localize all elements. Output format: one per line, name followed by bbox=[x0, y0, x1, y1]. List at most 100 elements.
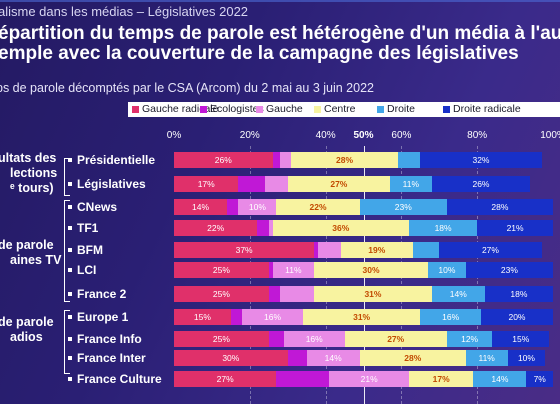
category-label: France 2 bbox=[77, 287, 127, 301]
bar-row: 25% 16% 27% 12% 15% bbox=[174, 331, 553, 347]
legend-item: Droite bbox=[377, 102, 415, 116]
bar-segment: 25% bbox=[174, 286, 269, 302]
legend-item: Ecologistes bbox=[200, 102, 264, 116]
bar-segment: 21% bbox=[329, 371, 409, 387]
category-dot bbox=[68, 182, 72, 186]
bar-segment bbox=[287, 350, 307, 366]
bar-row: 37% 19% 27% bbox=[174, 242, 553, 258]
x-tick-label: 50% bbox=[353, 130, 374, 141]
bar-segment bbox=[412, 242, 440, 258]
bar-segment bbox=[264, 176, 288, 192]
group-label-line: ᵉ tours) bbox=[10, 181, 54, 195]
bar-segment: 22% bbox=[276, 199, 360, 215]
group-label-line: de parole bbox=[0, 238, 54, 252]
x-tick-label: 80% bbox=[467, 130, 488, 141]
legend-label: Gauche radicale bbox=[142, 103, 219, 115]
bar-segment bbox=[268, 331, 284, 347]
bar-segment: 27% bbox=[174, 371, 277, 387]
bar-segment bbox=[268, 262, 273, 278]
bar-segment bbox=[280, 286, 315, 302]
group-label-line: lections bbox=[10, 166, 58, 180]
category-label: Législatives bbox=[77, 177, 146, 191]
category-label: France Culture bbox=[77, 372, 162, 386]
bar-segment: 14% bbox=[174, 199, 228, 215]
category-label: TF1 bbox=[77, 221, 99, 235]
x-tick-label: 60% bbox=[391, 130, 412, 141]
bar-segment bbox=[230, 309, 243, 325]
bar-segment: 28% bbox=[446, 199, 553, 215]
bar-segment: 12% bbox=[446, 331, 493, 347]
bar-segment: 10% bbox=[427, 262, 466, 278]
group-bracket bbox=[64, 200, 70, 302]
bar-row: 26% 28% 32% bbox=[174, 152, 553, 168]
bar-segment: 25% bbox=[174, 262, 269, 278]
bar-segment: 37% bbox=[174, 242, 315, 258]
category-dot bbox=[68, 158, 72, 162]
legend-item: Droite radicale bbox=[443, 102, 521, 116]
bar-segment: 26% bbox=[431, 176, 531, 192]
bar-segment: 17% bbox=[174, 176, 239, 192]
title-line-2: emple avec la couverture de la campagne … bbox=[0, 43, 519, 64]
legend-label: Gauche bbox=[266, 103, 303, 115]
bar-segment: 15% bbox=[174, 309, 231, 325]
category-dot bbox=[68, 356, 72, 360]
category-dot bbox=[68, 292, 72, 296]
legend-label: Droite bbox=[387, 103, 416, 115]
bar-segment bbox=[272, 152, 281, 168]
bar-segment: 30% bbox=[174, 350, 288, 366]
bar-segment: 19% bbox=[340, 242, 413, 258]
chart-subtitle: ps de parole décomptés par le CSA (Arcom… bbox=[0, 81, 374, 95]
legend-item: Centre bbox=[314, 102, 356, 116]
bar-segment: 11% bbox=[465, 350, 508, 366]
title-line-1: épartition du temps de parole est hétéro… bbox=[0, 23, 560, 44]
bar-segment bbox=[318, 242, 341, 258]
category-dot bbox=[68, 248, 72, 252]
bar-segment bbox=[268, 286, 281, 302]
bar-segment bbox=[276, 371, 330, 387]
bar-segment: 14% bbox=[431, 286, 485, 302]
slide-top-subtitle: alisme dans les médias – Législatives 20… bbox=[0, 4, 249, 19]
legend-item: Gauche radicale bbox=[132, 102, 218, 116]
bar-segment: 14% bbox=[306, 350, 360, 366]
bar-segment: 7% bbox=[526, 371, 553, 387]
bar-row: 25% 11% 30% 10% 23% bbox=[174, 262, 553, 278]
category-dot bbox=[68, 377, 72, 381]
bar-segment: 11% bbox=[390, 176, 432, 192]
group-label-line: aines TV bbox=[10, 253, 62, 267]
bar-segment: 27% bbox=[344, 331, 447, 347]
group-bracket bbox=[64, 310, 70, 374]
bar-segment: 15% bbox=[492, 331, 550, 347]
category-label: BFM bbox=[77, 243, 103, 257]
legend-swatch bbox=[377, 105, 384, 113]
bar-row: 15% 16% 31% 16% 20% bbox=[174, 309, 553, 325]
bar-segment: 21% bbox=[477, 220, 553, 236]
group-label: de parole adios bbox=[0, 315, 54, 345]
category-label: Europe 1 bbox=[77, 310, 129, 324]
group-label-line: de parole bbox=[0, 315, 54, 329]
bar-segment bbox=[257, 220, 269, 236]
bar-segment: 23% bbox=[465, 262, 553, 278]
bar-segment bbox=[397, 152, 421, 168]
bar-segment: 28% bbox=[291, 152, 398, 168]
bar-segment bbox=[280, 152, 292, 168]
x-tick-label: 100% bbox=[540, 130, 560, 141]
bar-row: 14% 10% 22% 23% 28% bbox=[174, 199, 553, 215]
bar-segment: 31% bbox=[314, 286, 432, 302]
bar-segment: 22% bbox=[174, 220, 258, 236]
category-dot bbox=[68, 268, 72, 272]
x-tick-label: 40% bbox=[315, 130, 336, 141]
legend-label: Ecologistes bbox=[210, 103, 264, 115]
category-label: France Inter bbox=[77, 351, 146, 365]
legend-swatch bbox=[132, 105, 139, 113]
legend-label: Centre bbox=[324, 103, 356, 115]
bar-segment: 27% bbox=[439, 242, 542, 258]
group-bracket bbox=[64, 158, 70, 196]
bar-segment: 10% bbox=[507, 350, 546, 366]
legend-swatch bbox=[314, 105, 321, 113]
bar-segment: 17% bbox=[408, 371, 474, 387]
category-dot bbox=[68, 226, 72, 230]
legend-swatch bbox=[443, 105, 450, 113]
top-accent-line bbox=[0, 0, 560, 2]
group-label-line: adios bbox=[10, 330, 43, 344]
bar-segment: 23% bbox=[359, 199, 447, 215]
